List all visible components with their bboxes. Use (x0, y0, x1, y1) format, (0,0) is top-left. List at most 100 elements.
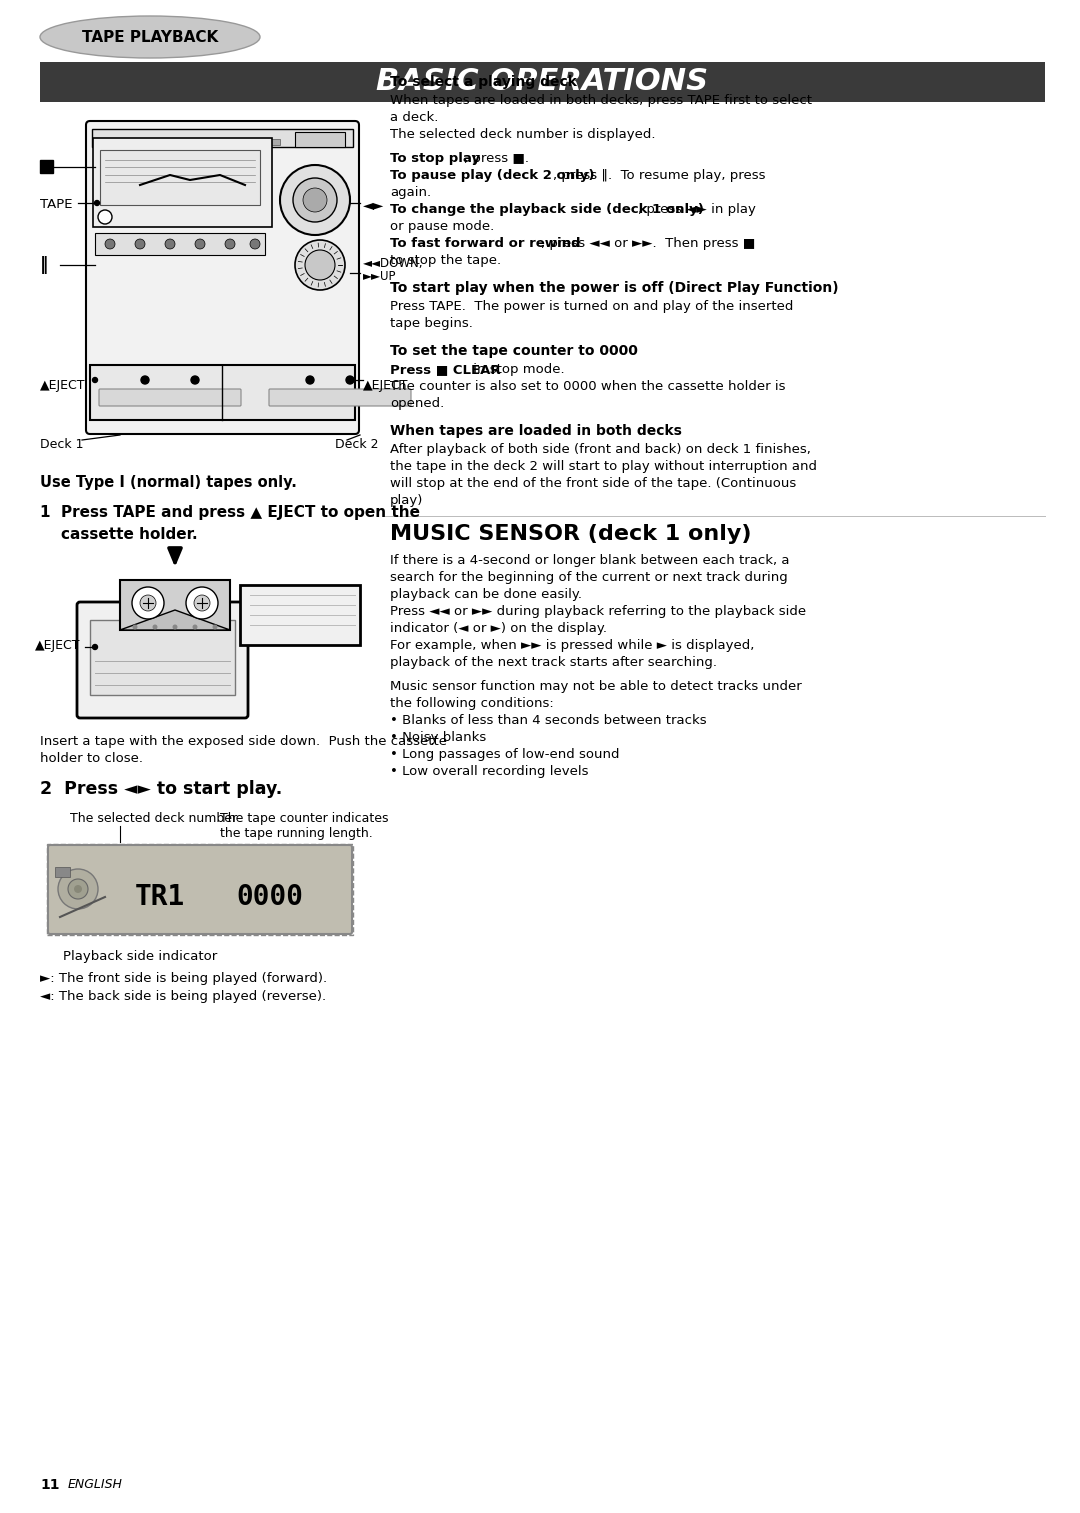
Text: • Blanks of less than 4 seconds between tracks: • Blanks of less than 4 seconds between … (390, 714, 706, 728)
Circle shape (93, 378, 97, 383)
Text: 2  Press ◄► to start play.: 2 Press ◄► to start play. (40, 781, 282, 797)
FancyBboxPatch shape (77, 602, 248, 719)
Text: When tapes are loaded in both decks: When tapes are loaded in both decks (390, 424, 681, 437)
Circle shape (133, 625, 137, 629)
Text: ‖: ‖ (40, 256, 49, 274)
Text: search for the beginning of the current or next track during: search for the beginning of the current … (390, 570, 787, 584)
Text: ▲EJECT: ▲EJECT (40, 378, 85, 392)
Text: MUSIC SENSOR (deck 1 only): MUSIC SENSOR (deck 1 only) (390, 523, 752, 545)
Text: play): play) (390, 495, 423, 507)
Circle shape (141, 377, 149, 384)
Text: To fast forward or rewind: To fast forward or rewind (390, 238, 581, 250)
FancyBboxPatch shape (90, 365, 355, 421)
Text: the tape running length.: the tape running length. (220, 828, 373, 840)
Text: Press ◄◄ or ►► during playback referring to the playback side: Press ◄◄ or ►► during playback referring… (390, 605, 806, 617)
Text: Press ■ CLEAR: Press ■ CLEAR (390, 363, 501, 377)
Circle shape (305, 250, 335, 280)
Bar (120, 139, 134, 145)
Text: again.: again. (390, 186, 431, 200)
Text: TAPE PLAYBACK: TAPE PLAYBACK (82, 29, 218, 44)
Polygon shape (120, 610, 230, 629)
Circle shape (93, 645, 97, 649)
Circle shape (191, 377, 199, 384)
Text: If there is a 4-second or longer blank between each track, a: If there is a 4-second or longer blank b… (390, 554, 789, 567)
Text: Deck 1: Deck 1 (40, 439, 83, 451)
Circle shape (280, 165, 350, 235)
Text: or pause mode.: or pause mode. (390, 219, 495, 233)
Text: • Noisy blanks: • Noisy blanks (390, 731, 486, 744)
Circle shape (173, 625, 177, 629)
Circle shape (132, 587, 164, 619)
Circle shape (346, 377, 354, 384)
Circle shape (213, 625, 217, 629)
Circle shape (75, 885, 82, 893)
FancyBboxPatch shape (100, 150, 260, 204)
Text: in stop mode.: in stop mode. (469, 363, 564, 377)
Text: , press ■.: , press ■. (463, 151, 529, 165)
Text: The selected deck number is displayed.: The selected deck number is displayed. (390, 129, 656, 141)
FancyBboxPatch shape (86, 121, 359, 434)
Text: , press ◄◄ or ►►.  Then press ■: , press ◄◄ or ►►. Then press ■ (541, 238, 756, 250)
Text: holder to close.: holder to close. (40, 752, 143, 766)
Text: Deck 2: Deck 2 (335, 439, 378, 451)
Text: The counter is also set to 0000 when the cassette holder is: The counter is also set to 0000 when the… (390, 380, 785, 393)
Circle shape (295, 241, 345, 290)
Text: Use Type I (normal) tapes only.: Use Type I (normal) tapes only. (40, 475, 297, 490)
Circle shape (68, 879, 87, 899)
Circle shape (194, 595, 210, 611)
Text: Playback side indicator: Playback side indicator (63, 950, 217, 962)
Text: To change the playback side (deck 1 only): To change the playback side (deck 1 only… (390, 203, 704, 216)
Text: ►: The front side is being played (forward).: ►: The front side is being played (forwa… (40, 971, 327, 985)
Bar (149, 139, 163, 145)
Text: playback of the next track starts after searching.: playback of the next track starts after … (390, 657, 717, 669)
Text: To set the tape counter to 0000: To set the tape counter to 0000 (390, 343, 638, 359)
Text: opened.: opened. (390, 396, 444, 410)
Polygon shape (120, 579, 230, 629)
Text: TR1: TR1 (135, 884, 185, 911)
Text: To select a playing deck: To select a playing deck (390, 76, 577, 89)
Text: ◄: The back side is being played (reverse).: ◄: The back side is being played (revers… (40, 990, 326, 1003)
Circle shape (192, 625, 198, 629)
FancyBboxPatch shape (90, 620, 235, 694)
Bar (237, 139, 251, 145)
Bar (40, 160, 53, 172)
Text: a deck.: a deck. (390, 110, 438, 124)
Circle shape (186, 587, 218, 619)
Circle shape (98, 210, 112, 224)
Circle shape (293, 179, 337, 222)
Text: BASIC OPERATIONS: BASIC OPERATIONS (377, 68, 708, 97)
Circle shape (249, 239, 260, 250)
Circle shape (306, 377, 314, 384)
Text: • Long passages of low-end sound: • Long passages of low-end sound (390, 747, 620, 761)
Text: the following conditions:: the following conditions: (390, 697, 554, 710)
Ellipse shape (40, 17, 260, 57)
Text: For example, when ►► is pressed while ► is displayed,: For example, when ►► is pressed while ► … (390, 638, 754, 652)
Circle shape (225, 239, 235, 250)
Bar (266, 139, 280, 145)
Text: Music sensor function may not be able to detect tracks under: Music sensor function may not be able to… (390, 679, 801, 693)
Text: ►►UP: ►►UP (363, 269, 396, 283)
Bar (295, 139, 309, 145)
Text: ▲EJECT: ▲EJECT (363, 378, 408, 392)
Bar (178, 139, 192, 145)
FancyBboxPatch shape (48, 844, 352, 934)
Bar (207, 139, 221, 145)
Text: the tape in the deck 2 will start to play without interruption and: the tape in the deck 2 will start to pla… (390, 460, 816, 474)
FancyBboxPatch shape (92, 129, 353, 147)
FancyBboxPatch shape (93, 138, 272, 227)
Circle shape (348, 378, 352, 383)
Text: tape begins.: tape begins. (390, 318, 473, 330)
Text: playback can be done easily.: playback can be done easily. (390, 589, 582, 601)
Text: indicator (◄ or ►) on the display.: indicator (◄ or ►) on the display. (390, 622, 607, 635)
Bar (55, 867, 70, 878)
Circle shape (303, 188, 327, 212)
FancyBboxPatch shape (40, 62, 1045, 101)
FancyBboxPatch shape (95, 233, 265, 256)
Circle shape (195, 239, 205, 250)
Text: , press ◄► in play: , press ◄► in play (638, 203, 756, 216)
Text: 11: 11 (40, 1478, 59, 1492)
Text: ENGLISH: ENGLISH (68, 1478, 123, 1490)
Polygon shape (240, 586, 360, 645)
Text: 0000: 0000 (237, 884, 303, 911)
Circle shape (165, 239, 175, 250)
